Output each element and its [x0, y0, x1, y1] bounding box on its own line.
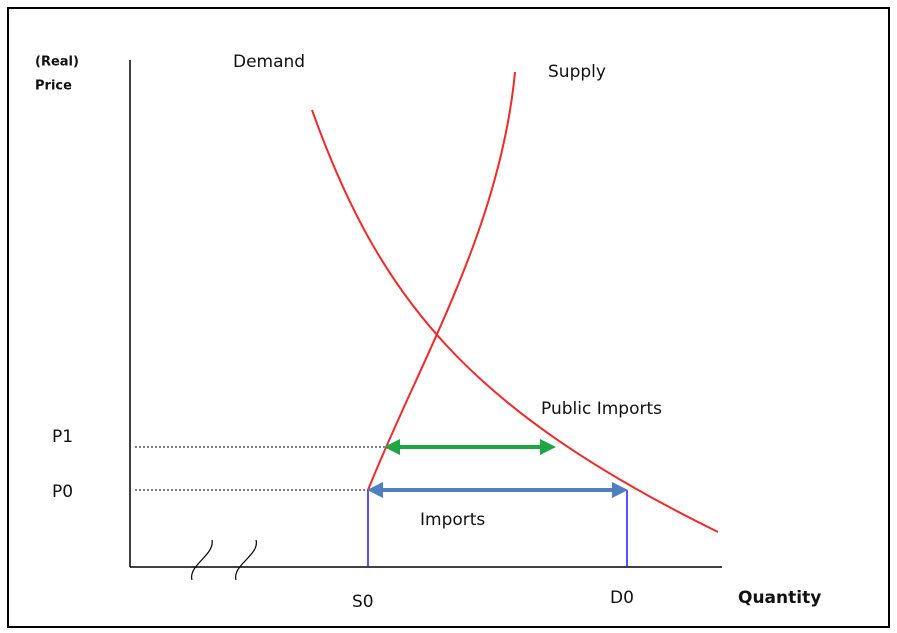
p0-label: P0	[52, 482, 73, 502]
p1-label: P1	[52, 427, 73, 447]
y-label: (Real)	[35, 55, 79, 70]
x-label: Quantity	[738, 588, 821, 608]
supply-label: Supply	[548, 62, 606, 82]
public-imports-label: Public Imports	[541, 399, 662, 419]
demand-label: Demand	[233, 52, 305, 72]
supply-curve	[367, 71, 516, 491]
imports-label: Imports	[420, 510, 485, 530]
s0-label: S0	[352, 592, 374, 612]
demand-curve	[311, 109, 719, 533]
axis-break	[191, 539, 257, 581]
y-label: Price	[35, 79, 72, 94]
d0-label: D0	[610, 588, 634, 608]
frame	[7, 7, 890, 628]
